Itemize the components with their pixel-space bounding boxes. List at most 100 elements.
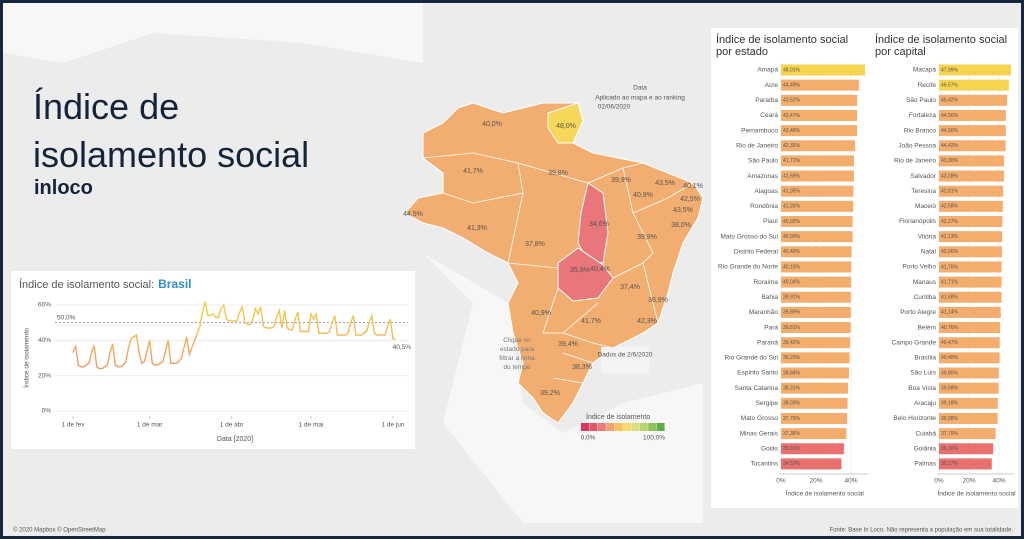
value-label: 43,46% [783, 128, 801, 134]
x-tick-label: 0% [776, 478, 786, 485]
category-label: Porto Alegre [900, 309, 936, 316]
category-label: Sergipe [756, 400, 779, 407]
map-label: 37,8% [525, 241, 545, 248]
map-label: 40,0% [482, 121, 502, 128]
country-shape[interactable] [404, 102, 704, 424]
value-label: 41,26% [783, 204, 801, 210]
value-label: 42,81% [941, 189, 959, 195]
value-label: 37,79% [783, 416, 801, 422]
value-label: 43,28% [941, 173, 959, 179]
bar-title: Índice de isolamento social por capital [875, 34, 1008, 58]
value-label: 39,89% [783, 310, 801, 316]
value-label: 41,35% [783, 189, 801, 195]
category-label: Rio de Janeiro [736, 142, 778, 149]
line-title: Índice de isolamento social: Brasil [19, 277, 192, 291]
x-tick-label: 1 de mar [137, 422, 163, 429]
category-label: Boa Vista [908, 385, 936, 392]
bar [939, 261, 1002, 273]
bar [781, 337, 850, 349]
date-title: Data [633, 85, 647, 92]
value-label: 41,71% [941, 279, 959, 285]
map-label: 43,5% [655, 180, 675, 187]
bar [939, 306, 1001, 318]
bar [939, 291, 1002, 303]
legend-swatch [589, 423, 598, 431]
x-tick-label: 0% [934, 478, 944, 485]
map-label: 41,3% [467, 225, 487, 232]
bar [939, 322, 1001, 334]
category-label: Campo Grande [892, 339, 937, 346]
category-label: Aracaju [914, 400, 936, 407]
bar [939, 109, 1006, 121]
category-label: São Paulo [906, 97, 936, 104]
data-note-box [601, 347, 649, 373]
attribution: © 2020 Mapbox © OpenStreetMap [13, 527, 106, 534]
bar [939, 443, 994, 455]
bar [781, 231, 853, 243]
category-label: Piauí [763, 218, 778, 225]
bar [781, 155, 854, 167]
value-label: 37,79% [941, 431, 959, 437]
value-label: 48,01% [783, 67, 801, 73]
bar [939, 185, 1004, 197]
value-label: 39,68% [941, 385, 959, 391]
bar [939, 246, 1003, 258]
category-label: Brasília [914, 355, 936, 362]
value-label: 41,69% [783, 173, 801, 179]
category-label: Curitiba [914, 294, 937, 301]
category-label: Belo Horizonte [893, 415, 936, 422]
bar [939, 140, 1006, 152]
state-shape[interactable] [557, 247, 614, 302]
bar [939, 64, 1011, 76]
bar [781, 246, 852, 258]
value-label: 40,40% [783, 249, 801, 255]
category-label: Mato Grosso [741, 415, 779, 422]
value-label: 43,52% [783, 98, 801, 104]
category-label: Rondônia [750, 203, 778, 210]
category-label: Porto Velho [902, 264, 936, 271]
x-tick-label: 1 de mai [299, 422, 324, 429]
value-label: 43,30% [941, 158, 959, 164]
date-value[interactable]: 02/06/2020 [598, 104, 631, 111]
category-label: Minas Gerais [740, 430, 779, 437]
category-label: Maceió [915, 203, 936, 210]
category-label: Ceará [760, 112, 778, 119]
category-label: Maranhão [749, 309, 779, 316]
value-label: 42,06% [941, 249, 959, 255]
source-note: Fonte: Base In Loco. Não representa a po… [830, 528, 1014, 534]
bar [939, 231, 1003, 243]
value-label: 42,58% [941, 204, 959, 210]
bar [781, 458, 842, 470]
category-label: Recife [918, 82, 937, 89]
category-label: Mato Grosso do Sul [721, 233, 779, 240]
legend-swatch [648, 423, 657, 431]
bar [939, 276, 1002, 288]
map-label: 39,4% [558, 341, 578, 348]
category-label: Espírito Santo [737, 370, 778, 377]
map [404, 102, 704, 424]
value-label: 38,84% [783, 370, 801, 376]
bar [939, 94, 1008, 106]
value-label: 39,81% [783, 325, 801, 331]
legend-swatch [656, 423, 665, 431]
legend-swatch [639, 423, 648, 431]
map-label: 38,0% [671, 222, 691, 229]
bar [781, 170, 854, 182]
x-tick-label: 40% [844, 478, 857, 485]
value-label: 40,40% [941, 355, 959, 361]
category-label: Pará [764, 324, 778, 331]
bar [939, 428, 996, 440]
category-label: Bahia [761, 294, 778, 301]
map-label: 35,9% [570, 267, 590, 274]
map-label: 40,9% [531, 310, 551, 317]
state-shape[interactable] [547, 102, 584, 144]
bar [781, 306, 851, 318]
bar [781, 276, 852, 288]
map-label: 43,5% [673, 207, 693, 214]
map-label: 34,6% [589, 221, 609, 228]
value-label: 42,13% [941, 234, 959, 240]
value-label: 41,76% [941, 264, 959, 270]
legend-swatch [606, 423, 615, 431]
y-tick-label: 40% [38, 337, 51, 344]
y-tick-label: 60% [38, 302, 51, 309]
